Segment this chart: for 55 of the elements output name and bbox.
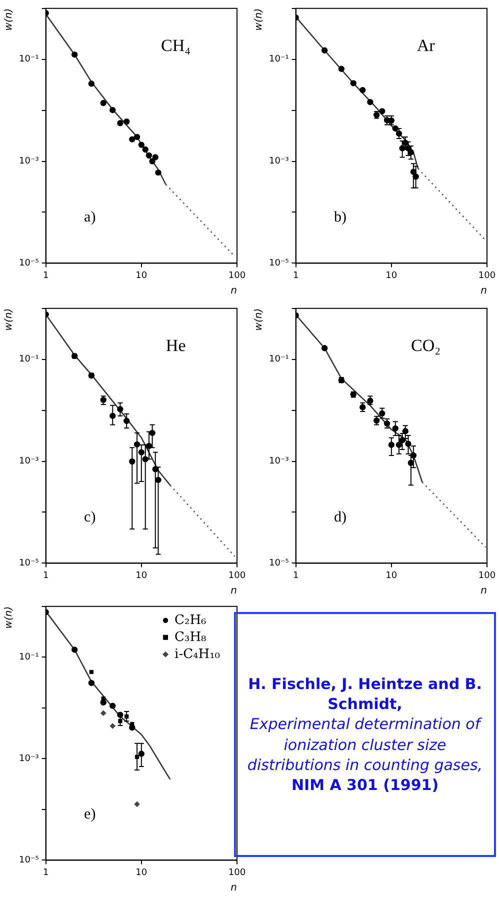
x-tick-label: 1 [42,570,49,581]
x-tick-label: 1 [42,868,49,878]
x-axis-title: n [480,586,487,597]
text: NIM A 301 (1991) [290,775,440,796]
y-tick-label: 10⁻³ [269,456,290,467]
y-tick-label: 10⁻⁵ [269,558,290,569]
x-tick-label: 10 [136,270,148,281]
annotation: d) [334,509,347,526]
x-axis-title: n [230,586,237,597]
annotation: Ar [416,36,436,56]
annotation: CH₄ [161,36,191,56]
y-axis-title: w(n) [4,606,15,629]
annotation: e) [84,806,96,822]
text: Experimental determination of ionization cluster size distributions in counting gases, [246,714,484,775]
y-tick-label: 10⁻¹ [19,652,40,663]
y-tick-label: 10⁻³ [19,456,40,467]
y-tick-label: 10⁻¹ [19,354,40,365]
y-tick-label: 10⁻⁵ [19,558,40,569]
legend-label: i-C₄H₁₀ [174,646,220,662]
y-tick-label: 10⁻³ [19,156,40,167]
y-tick-label: 10⁻³ [269,156,290,167]
x-tick-label: 100 [228,868,246,878]
x-axis-title: n [230,286,237,297]
y-tick-label: 10⁻⁵ [19,856,40,866]
legend-label: C₃H₈ [174,630,206,645]
y-tick-label: 10⁻¹ [269,354,290,365]
x-tick-label: 1 [42,270,49,281]
text: H. Fischle, J. Heintze and B. Schmidt, [247,674,483,714]
annotation: c) [84,509,96,526]
x-tick-label: 10 [386,570,398,581]
y-tick-label: 10⁻¹ [269,54,290,65]
x-tick-label: 100 [228,270,246,281]
y-axis-title: w(n) [4,8,15,31]
y-axis-title: w(n) [254,308,265,331]
annotation: He [166,336,186,356]
y-axis-title: w(n) [254,8,265,31]
x-tick-label: 1 [292,570,299,581]
y-tick-label: 10⁻⁵ [269,258,290,269]
legend-label: C₂H₆ [174,612,206,628]
x-tick-label: 100 [478,570,496,581]
x-axis-title: n [230,882,237,894]
x-tick-label: 10 [136,570,148,581]
y-tick-label: 10⁻¹ [19,54,40,65]
x-axis-title: n [480,286,487,297]
y-axis-title: w(n) [4,308,15,331]
annotation: CO₂ [411,336,441,356]
annotation: b) [334,209,347,226]
x-tick-label: 10 [136,868,148,878]
annotation: a) [84,209,96,226]
x-tick-label: 10 [386,270,398,281]
y-tick-label: 10⁻³ [19,754,40,764]
y-tick-label: 10⁻⁵ [19,258,40,269]
x-tick-label: 100 [228,570,246,581]
x-tick-label: 1 [292,270,299,281]
x-tick-label: 100 [478,270,496,281]
